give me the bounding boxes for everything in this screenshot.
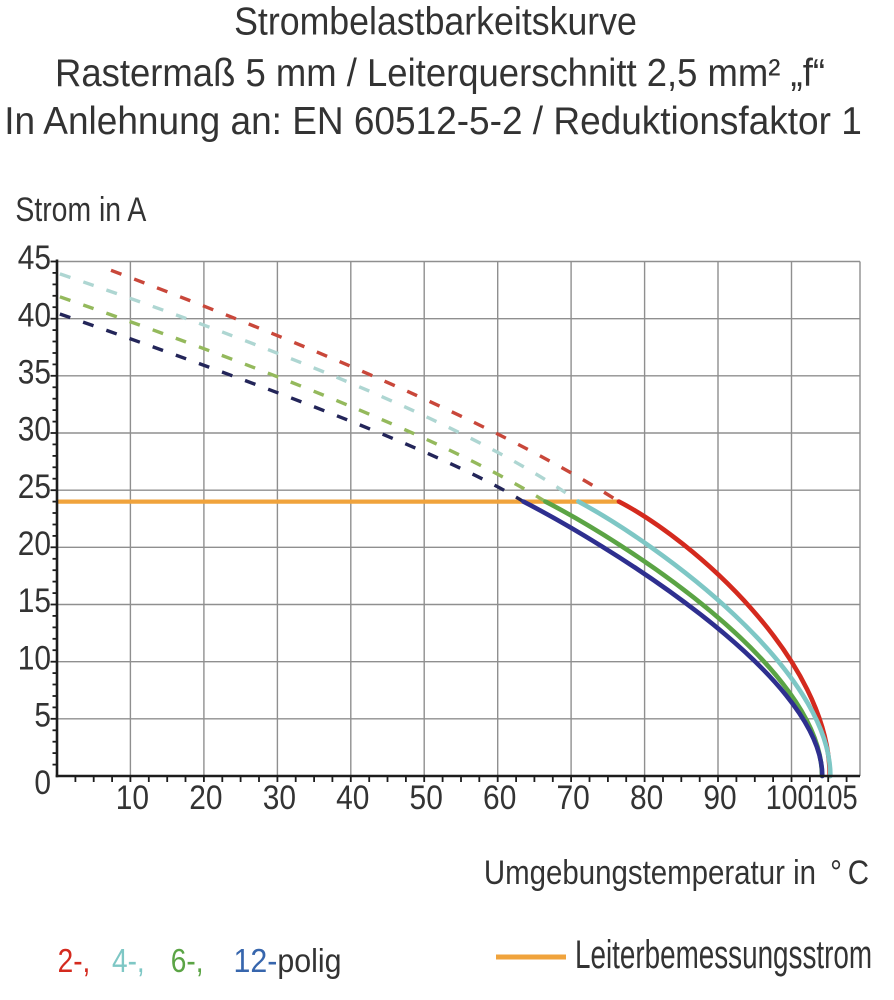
svg-text:70: 70 [556, 778, 589, 816]
svg-text:60: 60 [483, 778, 516, 816]
svg-text:100: 100 [766, 779, 814, 817]
svg-text:Umgebungstemperatur in ° C: Umgebungstemperatur in ° C [484, 853, 869, 891]
svg-text:6-,: 6-, [171, 943, 204, 980]
svg-text:105: 105 [812, 778, 857, 817]
svg-text:0: 0 [34, 763, 51, 801]
svg-text:In Anlehnung an: EN 60512-5-2: In Anlehnung an: EN 60512-5-2 / Reduktio… [4, 100, 862, 143]
svg-text:5: 5 [34, 696, 51, 734]
svg-text:45: 45 [18, 238, 51, 276]
svg-text:20: 20 [189, 778, 222, 816]
svg-text:20: 20 [18, 524, 51, 562]
svg-text:80: 80 [630, 778, 663, 816]
svg-text:30: 30 [18, 410, 51, 448]
svg-text:25: 25 [18, 467, 51, 505]
svg-text:10: 10 [116, 778, 149, 816]
svg-text:Strom in A: Strom in A [15, 191, 146, 229]
svg-text:35: 35 [18, 353, 51, 391]
svg-text:30: 30 [263, 778, 296, 816]
svg-text:15: 15 [18, 581, 51, 619]
svg-text:40: 40 [336, 778, 369, 816]
svg-text:4-,: 4-, [112, 943, 145, 980]
svg-text:12-polig: 12-polig [234, 942, 342, 979]
svg-text:2-,: 2-, [58, 943, 91, 980]
svg-text:90: 90 [703, 778, 736, 816]
svg-text:40: 40 [18, 296, 51, 334]
svg-text:Leiterbemessungsstrom: Leiterbemessungsstrom [575, 933, 872, 977]
svg-text:10: 10 [18, 639, 51, 677]
svg-text:Rastermaß 5 mm / Leiterquersch: Rastermaß 5 mm / Leiterquerschnitt 2,5 m… [55, 51, 825, 94]
svg-text:Strombelastbarkeitskurve: Strombelastbarkeitskurve [234, 0, 637, 43]
svg-text:50: 50 [410, 778, 443, 816]
